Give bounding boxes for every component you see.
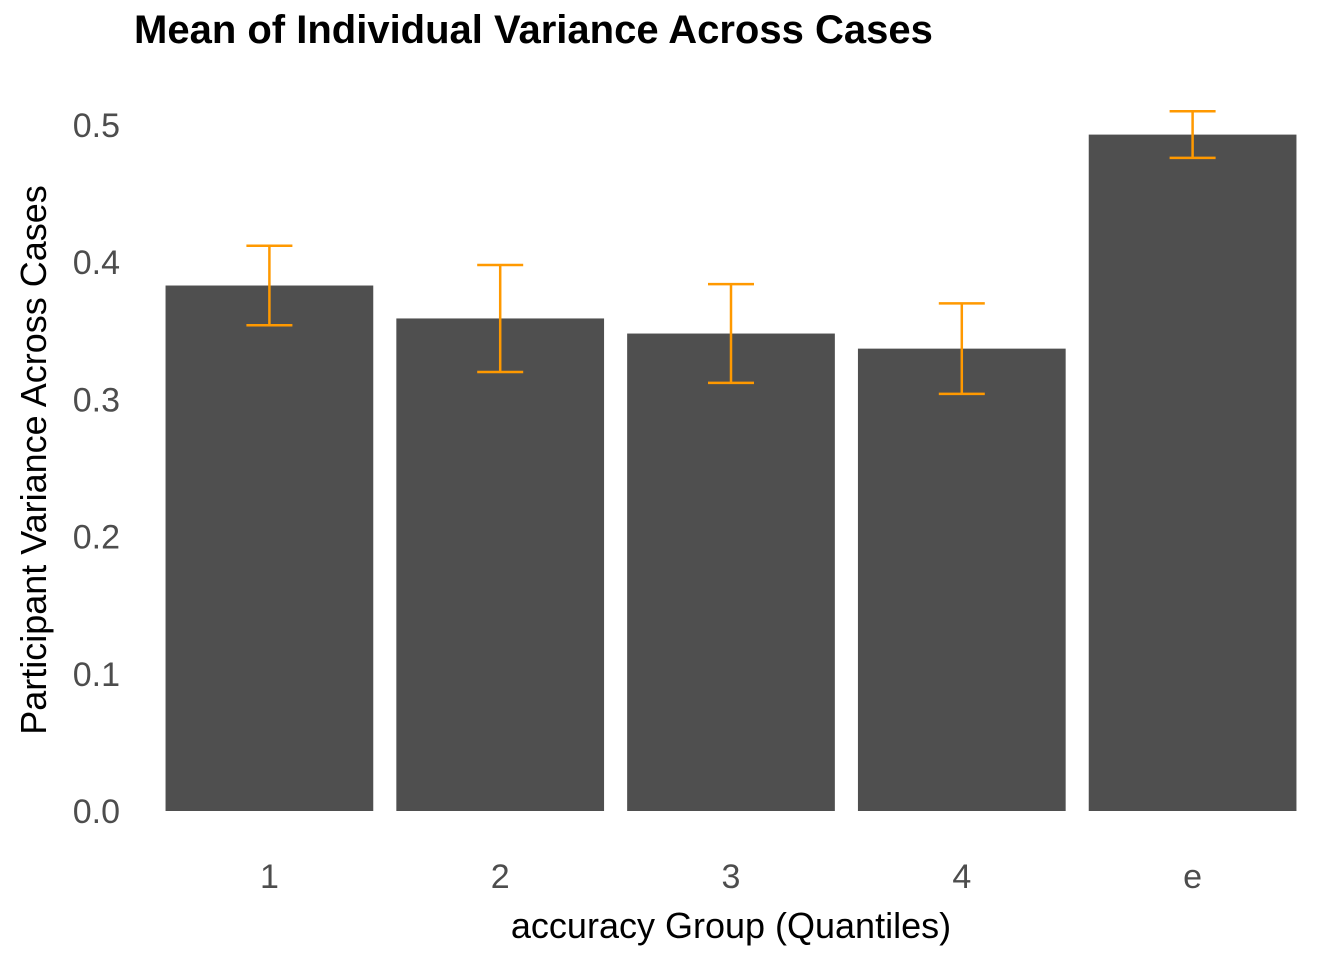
chart-title: Mean of Individual Variance Across Cases	[134, 8, 933, 52]
y-tick-label: 0.3	[73, 381, 120, 419]
bar-e	[1088, 134, 1297, 811]
y-tick-label: 0.2	[73, 519, 120, 557]
bar-2	[396, 318, 605, 811]
error-bar-4	[938, 302, 985, 396]
error-bar-2	[477, 263, 524, 374]
error-bar-1	[246, 244, 293, 327]
error-bar-3	[708, 282, 754, 385]
bar-3	[627, 333, 835, 811]
x-tick-label: 2	[491, 858, 510, 896]
y-tick-label: 0.4	[73, 244, 120, 282]
x-tick-label: 3	[722, 858, 741, 896]
x-tick-label: e	[1183, 858, 1202, 896]
error-bar-e	[1169, 110, 1216, 160]
x-axis-label: accuracy Group (Quantiles)	[511, 905, 951, 946]
bars-layer	[165, 134, 1297, 811]
y-axis-ticks: 0.0 0.1 0.2 0.3 0.4 0.5	[73, 107, 120, 831]
y-tick-label: 0.1	[73, 656, 120, 694]
x-tick-label: 4	[952, 858, 971, 896]
y-axis-label: Participant Variance Across Cases	[13, 185, 54, 735]
x-axis-ticks: 1 2 3 4 e	[260, 858, 1202, 896]
x-tick-label: 1	[260, 858, 279, 896]
y-tick-label: 0.5	[73, 107, 120, 145]
bar-1	[165, 285, 374, 811]
bar-4	[857, 348, 1066, 811]
y-tick-label: 0.0	[73, 793, 120, 831]
error-bars-layer	[246, 110, 1216, 396]
